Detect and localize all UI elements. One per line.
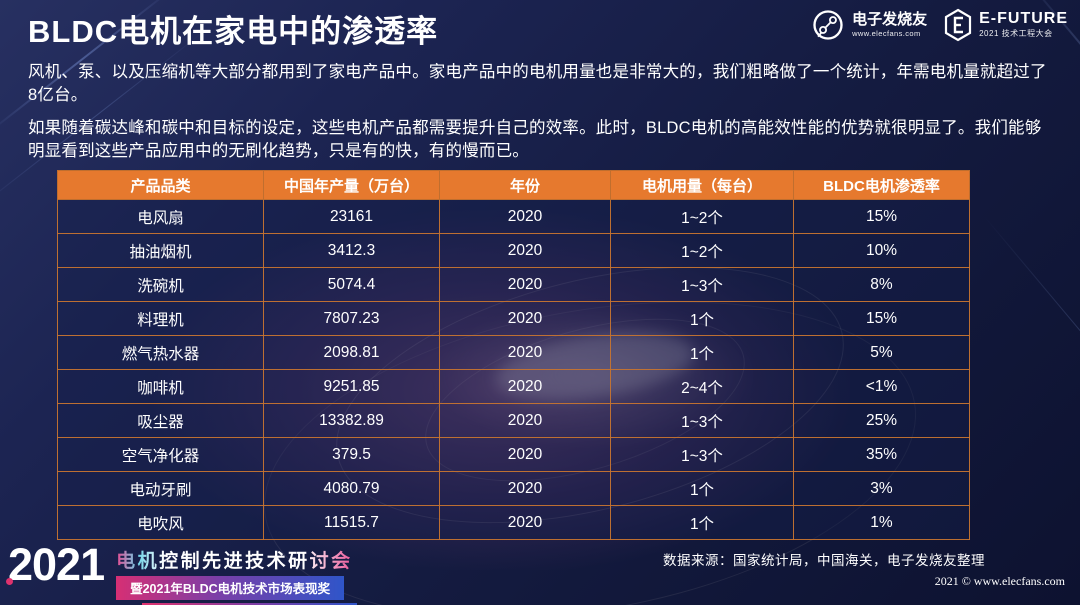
efuture-logo: E-FUTURE 2021 技术工程大会 xyxy=(943,8,1068,42)
table-cell: 洗碗机 xyxy=(57,267,264,302)
data-source-note: 数据来源：国家统计局，中国海关，电子发烧友整理 xyxy=(663,553,985,568)
page-title: BLDC电机在家电中的渗透率 xyxy=(28,14,439,49)
event-year-text: 2021 xyxy=(8,539,105,590)
table-row: 电动牙刷 4080.79 2020 1个 3% xyxy=(57,471,970,506)
table-cell: 35% xyxy=(793,437,970,472)
hexagon-e-icon xyxy=(943,8,973,42)
elecfans-url: www.elecfans.com xyxy=(852,28,921,38)
table-cell: 2020 xyxy=(439,301,611,336)
table-cell: 2020 xyxy=(439,369,611,404)
table-row: 电吹风 11515.7 2020 1个 1% xyxy=(57,505,970,540)
elecfans-logo: 电子发烧友 www.elecfans.com xyxy=(810,7,927,43)
table-cell: 13382.89 xyxy=(263,403,440,438)
table-cell: 9251.85 xyxy=(263,369,440,404)
efuture-subtitle: 2021 技术工程大会 xyxy=(979,29,1053,39)
table-cell: 23161 xyxy=(263,199,440,234)
table-cell: 2020 xyxy=(439,267,611,302)
table-cell: 燃气热水器 xyxy=(57,335,264,370)
table-cell: 7807.23 xyxy=(263,301,440,336)
table-cell: 1% xyxy=(793,505,970,540)
table-row: 电风扇 23161 2020 1~2个 15% xyxy=(57,199,970,234)
table-row: 咖啡机 9251.85 2020 2~4个 <1% xyxy=(57,369,970,404)
table-cell: 2020 xyxy=(439,471,611,506)
intro-paragraph: 风机、泵、以及压缩机等大部分都用到了家电产品中。家电产品中的电机用量也是非常大的… xyxy=(28,63,1047,105)
elecfans-logo-text: 电子发烧友 www.elecfans.com xyxy=(852,12,927,38)
table-cell: 空气净化器 xyxy=(57,437,264,472)
event-year: 2021 xyxy=(6,542,105,587)
table-cell: 5074.4 xyxy=(263,267,440,302)
table-header-cell: 电机用量（每台） xyxy=(610,170,794,200)
table-header-cell: 中国年产量（万台） xyxy=(263,170,440,200)
pink-dot-decoration xyxy=(6,577,13,585)
table-row: 燃气热水器 2098.81 2020 1个 5% xyxy=(57,335,970,370)
table-cell: 电动牙刷 xyxy=(57,471,264,506)
penetration-table: 产品品类 中国年产量（万台） 年份 电机用量（每台） BLDC电机渗透率 电风扇 2316… xyxy=(57,170,970,540)
table-cell: 1个 xyxy=(610,301,794,336)
table-cell: 电风扇 xyxy=(57,199,264,234)
table-header-row: 产品品类 中国年产量（万台） 年份 电机用量（每台） BLDC电机渗透率 xyxy=(57,170,970,200)
table-cell: 15% xyxy=(793,301,970,336)
table-header-cell: BLDC电机渗透率 xyxy=(793,170,970,200)
logo-bar: 电子发烧友 www.elecfans.com E-FUTURE 2021 技术工… xyxy=(810,7,1068,43)
gradient-underline-decoration xyxy=(142,603,358,605)
table-cell: 2020 xyxy=(439,437,611,472)
table-cell: 2020 xyxy=(439,403,611,438)
event-subtitle-banner: 暨2021年BLDC电机技术市场表现奖 xyxy=(116,576,345,600)
table-cell: 10% xyxy=(793,233,970,268)
table-cell: 吸尘器 xyxy=(57,403,264,438)
table-row: 吸尘器 13382.89 2020 1~3个 25% xyxy=(57,403,970,438)
table-row: 洗碗机 5074.4 2020 1~3个 8% xyxy=(57,267,970,302)
table-cell: 1~2个 xyxy=(610,199,794,234)
table-cell: 1个 xyxy=(610,471,794,506)
table-body: 电风扇 23161 2020 1~2个 15% 抽油烟机 3412.3 2020 1~2个 10%… xyxy=(57,199,970,540)
table-header-cell: 产品品类 xyxy=(57,170,264,200)
table-cell: 2020 xyxy=(439,199,611,234)
light-streak-decoration xyxy=(983,215,1080,446)
elecfans-name: 电子发烧友 xyxy=(852,11,928,29)
event-text-block: 电机控制先进技术研讨会 暨2021年BLDC电机技术市场表现奖 xyxy=(116,546,358,605)
table-cell: 抽油烟机 xyxy=(57,233,264,268)
table-cell: 2020 xyxy=(439,335,611,370)
table-row: 空气净化器 379.5 2020 1~3个 35% xyxy=(57,437,970,472)
table-cell: 8% xyxy=(793,267,970,302)
table-cell: 电吹风 xyxy=(57,505,264,540)
table-cell: 2098.81 xyxy=(263,335,440,370)
table-cell: 1~2个 xyxy=(610,233,794,268)
table-cell: 11515.7 xyxy=(263,505,440,540)
table-cell: 1个 xyxy=(610,335,794,370)
table-cell: 25% xyxy=(793,403,970,438)
table-cell: 1个 xyxy=(610,505,794,540)
table-cell: 5% xyxy=(793,335,970,370)
circuit-circle-icon xyxy=(810,7,846,43)
table-cell: 3412.3 xyxy=(263,233,440,268)
table-cell: 2~4个 xyxy=(610,369,794,404)
efuture-name: E-FUTURE xyxy=(979,10,1068,28)
table-header-cell: 年份 xyxy=(439,170,611,200)
table-cell: 4080.79 xyxy=(263,471,440,506)
table-cell: 料理机 xyxy=(57,301,264,336)
table-cell: 1~3个 xyxy=(610,267,794,302)
table-cell: 379.5 xyxy=(263,437,440,472)
table-cell: 1~3个 xyxy=(610,403,794,438)
table-cell: <1% xyxy=(793,369,970,404)
table-row: 抽油烟机 3412.3 2020 1~2个 10% xyxy=(57,233,970,268)
table-cell: 15% xyxy=(793,199,970,234)
event-title: 电机控制先进技术研讨会 xyxy=(116,546,357,573)
efuture-logo-text: E-FUTURE 2021 技术工程大会 xyxy=(979,10,1068,39)
table-cell: 咖啡机 xyxy=(57,369,264,404)
table-cell: 1~3个 xyxy=(610,437,794,472)
copyright-note: 2021 © www.elecfans.com xyxy=(934,574,1065,588)
event-logo: 2021 电机控制先进技术研讨会 暨2021年BLDC电机技术市场表现奖 xyxy=(6,542,358,605)
table-row: 料理机 7807.23 2020 1个 15% xyxy=(57,301,970,336)
table-cell: 3% xyxy=(793,471,970,506)
table-cell: 2020 xyxy=(439,505,611,540)
table-cell: 2020 xyxy=(439,233,611,268)
trend-paragraph: 如果随着碳达峰和碳中和目标的设定，这些电机产品都需要提升自己的效率。此时，BLD… xyxy=(28,119,1042,161)
